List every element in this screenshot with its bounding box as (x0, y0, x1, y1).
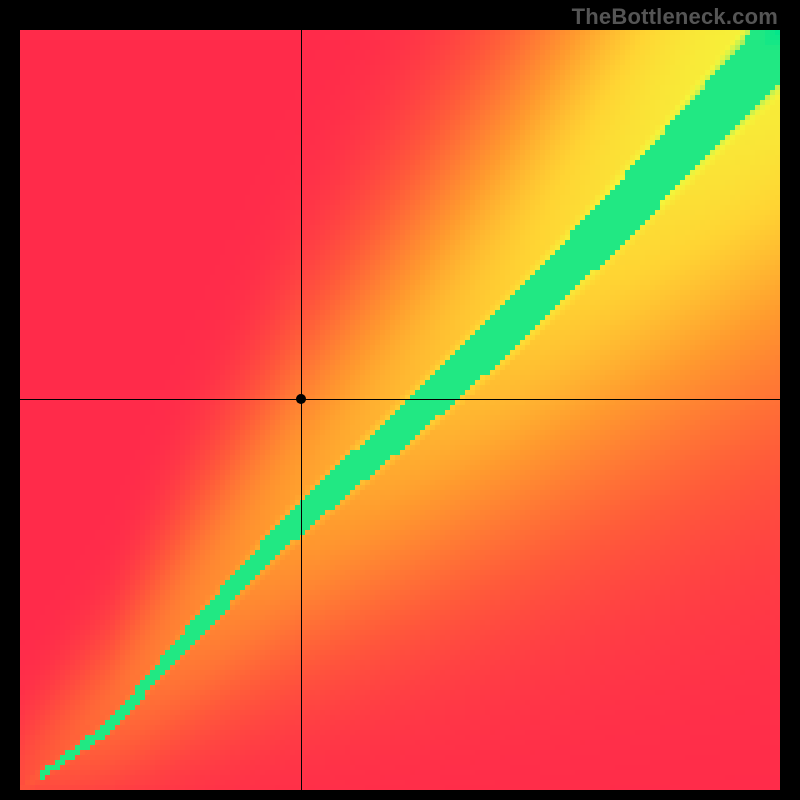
bottleneck-heatmap (20, 30, 780, 790)
watermark-text: TheBottleneck.com (572, 4, 778, 30)
chart-frame (20, 30, 780, 790)
